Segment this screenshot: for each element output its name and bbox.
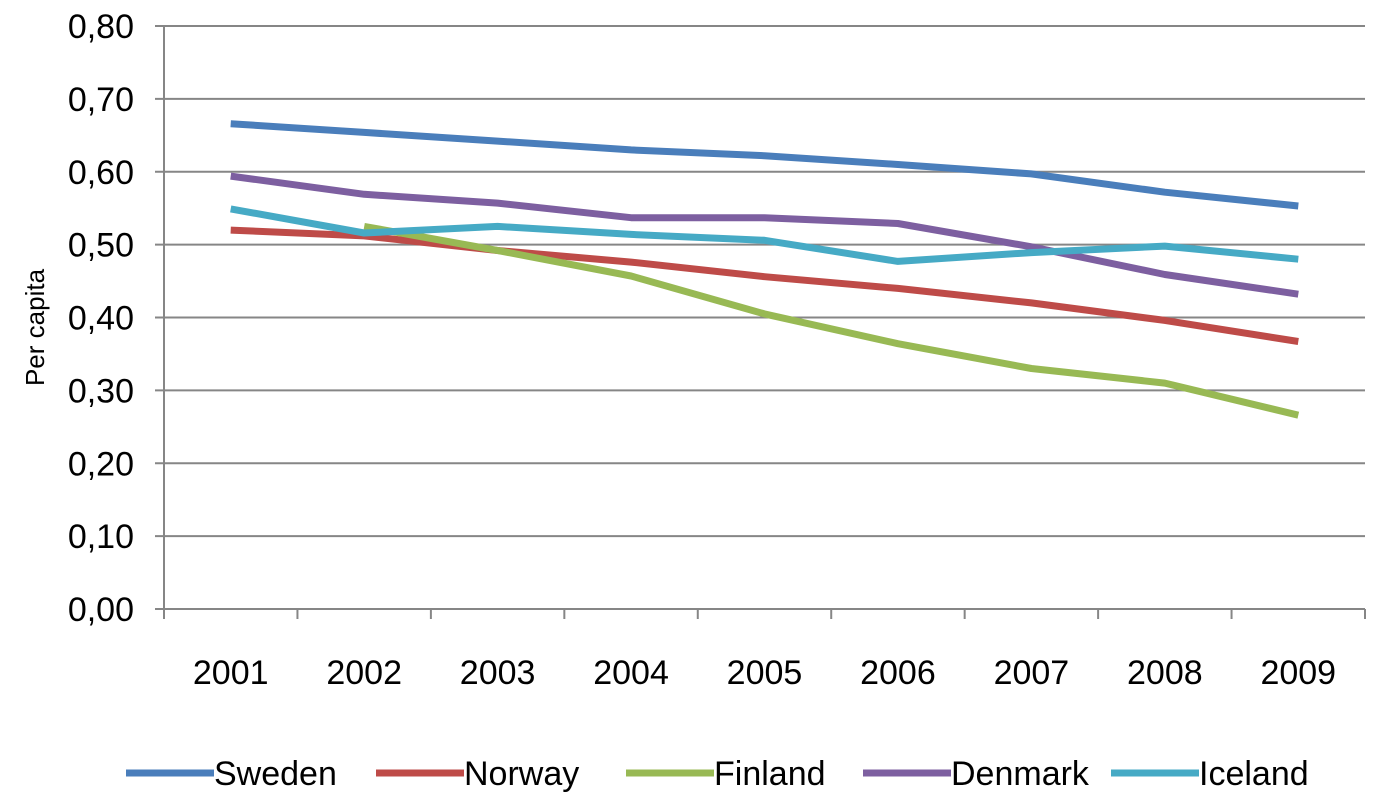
gridlines: [164, 25, 1365, 538]
series-line-norway: [230, 226, 1299, 345]
legend-label: Denmark: [951, 755, 1090, 793]
y-tick-label: 0,00: [68, 591, 134, 629]
legend-item-iceland: Iceland: [1111, 755, 1309, 793]
y-tick-label: 0,30: [68, 372, 134, 410]
legend-item-denmark: Denmark: [863, 755, 1090, 793]
y-tick-label: 0,40: [68, 300, 134, 338]
x-tick-label: 2004: [593, 654, 669, 692]
series-line-iceland: [230, 205, 1299, 265]
x-tick-label: 2003: [460, 654, 536, 692]
y-tick-label: 0,70: [68, 81, 134, 119]
legend-item-finland: Finland: [626, 755, 826, 793]
legend-label: Norway: [464, 755, 579, 793]
x-tick-label: 2006: [860, 654, 936, 692]
legend-item-sweden: Sweden: [126, 755, 337, 793]
series-lines: [230, 120, 1300, 419]
x-tick-label: 2008: [1127, 654, 1203, 692]
x-tick-label: 2005: [727, 654, 803, 692]
legend-item-norway: Norway: [376, 755, 579, 793]
legend-label: Finland: [714, 755, 826, 793]
y-tick-label: 0,10: [68, 518, 134, 556]
axes: 0,00 0,10 0,20 0,30 0,40 0,50 0,60 0,70 0,80 2001…: [20, 8, 1366, 692]
y-tick-label: 0,80: [68, 8, 134, 46]
series-line-finland: [363, 222, 1300, 419]
legend-label: Iceland: [1199, 755, 1309, 793]
x-tick-label: 2009: [1260, 654, 1336, 692]
y-tick-label: 0,20: [68, 445, 134, 483]
y-tick-label: 0,60: [68, 154, 134, 192]
legend: Sweden Norway Finland Denmark Iceland: [126, 755, 1309, 793]
x-tick-label: 2001: [193, 654, 269, 692]
x-tick-label: 2002: [326, 654, 402, 692]
y-tick-label: 0,50: [68, 227, 134, 265]
series-line-sweden: [230, 120, 1299, 210]
x-tick-label: 2007: [994, 654, 1070, 692]
series-line-denmark: [230, 172, 1299, 298]
y-axis-title: Per capita: [20, 268, 50, 386]
legend-label: Sweden: [214, 755, 337, 793]
